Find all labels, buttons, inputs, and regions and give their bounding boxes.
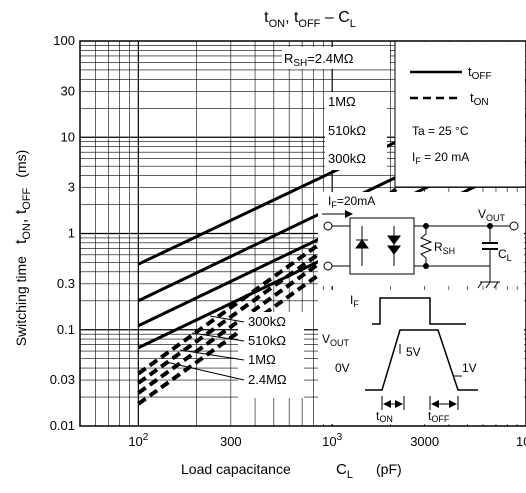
- wave-if-label: IF: [350, 293, 359, 309]
- y-tick-labels: 100 30 10 3 1 0.3 0.1 0.03 0.01: [50, 33, 75, 433]
- circuit-vout-label: VOUT: [478, 207, 506, 223]
- y-tick-label: 10: [61, 129, 75, 144]
- legend-toff-label: tOFF: [468, 64, 492, 82]
- x-tick-label: 102: [128, 432, 148, 449]
- toff-label-300k: 300kΩ: [328, 151, 366, 166]
- circuit-cl-label: CL: [498, 247, 512, 263]
- y-tick-label: 0.03: [50, 372, 75, 387]
- waveform-diagram: IF VOUT 0V 5V 1V tON tOFF: [318, 290, 524, 424]
- x-tick-label: 104: [516, 432, 526, 449]
- test-circuit: IF=20mA RSH CL VOUT: [318, 192, 524, 289]
- x-axis-unit: (pF): [376, 461, 402, 477]
- y-tick-label: 0.3: [57, 276, 75, 291]
- wave-ton-label: tON: [376, 409, 393, 424]
- y-tick-label: 30: [61, 83, 75, 98]
- ton-curve-labels: 300kΩ 510kΩ 1MΩ 2.4MΩ: [165, 312, 304, 398]
- ton-label-300k: 300kΩ: [248, 314, 286, 329]
- wave-0v-label: 0V: [335, 361, 350, 375]
- toff-label-1m: 1MΩ: [328, 94, 356, 109]
- toff-curve-labels: RSH=2.4MΩ 1MΩ 510kΩ 300kΩ: [282, 47, 390, 170]
- ton-label-510k: 510kΩ: [248, 333, 286, 348]
- condition-ta: Ta = 25 °C: [412, 124, 469, 138]
- wave-5v-label: 5V: [406, 345, 421, 359]
- legend: tOFF tON Ta = 25 °C IF = 20 mA: [394, 41, 526, 188]
- x-tick-label: 300: [220, 434, 242, 449]
- x-tick-labels: 102 300 103 3000 104: [128, 432, 526, 449]
- wave-vout-label: VOUT: [322, 332, 350, 348]
- ton-label-1m: 1MΩ: [248, 352, 276, 367]
- y-tick-label: 0.1: [57, 322, 75, 337]
- plot-frame: [79, 40, 526, 427]
- condition-if: IF = 20 mA: [412, 150, 469, 166]
- y-tick-label: 0.01: [50, 418, 75, 433]
- y-axis-label: Switching timetON, tOFF(ms): [13, 150, 33, 347]
- wave-toff-label: tOFF: [428, 409, 450, 424]
- ton-label-2.4m: 2.4MΩ: [248, 372, 287, 387]
- circuit-if-label: IF=20mA: [328, 194, 375, 210]
- x-tick-label: 103: [322, 432, 342, 449]
- y-tick-label: 1: [68, 226, 75, 241]
- chart-title: tON, tOFF – CL: [264, 9, 356, 30]
- y-tick-label: 3: [68, 180, 75, 195]
- x-tick-label: 3000: [410, 434, 439, 449]
- toff-label-510k: 510kΩ: [328, 123, 366, 138]
- circuit-rsh-label: RSH: [434, 240, 455, 256]
- x-axis-label: Load capacitance: [181, 461, 291, 477]
- toff-label-2.4m: RSH=2.4MΩ: [284, 51, 354, 69]
- x-axis-symbol: CL: [336, 461, 353, 481]
- y-tick-label: 100: [53, 33, 75, 48]
- legend-ton-label: tON: [470, 90, 489, 108]
- wave-1v-label: 1V: [462, 361, 477, 375]
